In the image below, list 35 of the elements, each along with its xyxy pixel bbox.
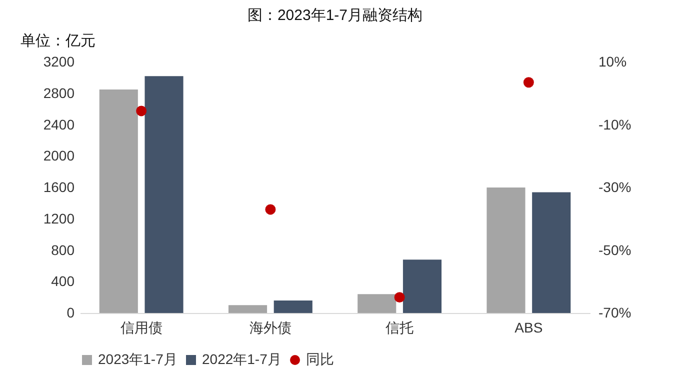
bar [274, 300, 312, 313]
bar [486, 188, 526, 313]
y-tick-label: 800 [51, 242, 75, 258]
bar [144, 76, 184, 313]
y-tick-label: 2000 [43, 148, 75, 164]
y-tick-label: 1200 [43, 210, 75, 226]
legend-label: 同比 [306, 351, 334, 367]
y2-tick-label: -30% [598, 179, 632, 195]
y-tick-label: 0 [66, 304, 75, 320]
point [523, 77, 534, 88]
chart-title: 图：2023年1-7月融资结构 [247, 7, 423, 24]
y2-tick-label: -50% [598, 242, 632, 258]
x-tick-label: 信用债 [120, 320, 162, 336]
y2-tick-label: 10% [598, 54, 627, 70]
bar [532, 192, 571, 313]
point [136, 106, 147, 116]
y-tick-label: 2800 [43, 84, 75, 101]
y-tick-label: 400 [51, 273, 75, 290]
legend-label: 2022年1-7月 [202, 351, 282, 367]
legend-label: 2023年1-7月 [98, 351, 178, 367]
bar [358, 294, 396, 313]
bar [402, 260, 442, 313]
y2-tick-label: -70% [598, 304, 632, 320]
x-tick-label: 信托 [386, 320, 414, 336]
y2-tick-label: -10% [598, 116, 632, 132]
y-tick-label: 2400 [43, 116, 75, 132]
bar [228, 305, 268, 313]
y-axis-title: 单位：亿元 [20, 32, 96, 50]
y-tick-label: 1600 [43, 179, 75, 195]
point [265, 204, 276, 215]
x-tick-label: 海外债 [249, 320, 292, 336]
x-tick-label: ABS [514, 320, 543, 336]
bar [99, 89, 138, 313]
point [394, 292, 405, 303]
y-tick-label: 3200 [43, 54, 75, 70]
